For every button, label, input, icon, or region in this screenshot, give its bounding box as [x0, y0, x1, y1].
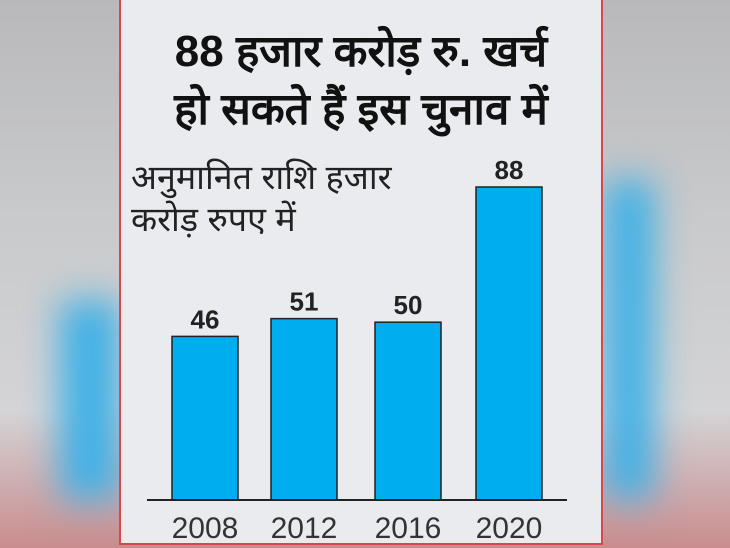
background-blur — [60, 300, 120, 500]
category-label: 2020 — [476, 512, 543, 545]
chart-panel: 88 हजार करोड़ रु. खर्च हो सकते हैं इस चु… — [119, 0, 603, 545]
value-label: 50 — [394, 290, 423, 320]
category-label: 2016 — [375, 512, 442, 545]
bar-2016 — [374, 321, 442, 501]
category-label: 2012 — [271, 512, 338, 545]
bar-2008 — [171, 335, 239, 501]
value-label: 51 — [290, 287, 319, 317]
bar-chart: 46 2008 51 2012 50 2016 88 2020 — [147, 155, 567, 545]
bar-2020 — [475, 186, 543, 501]
bar-2012 — [270, 317, 338, 501]
chart-title-line-2: हो सकते हैं इस चुनाव में — [174, 85, 548, 134]
chart-subtitle-line-2: करोड़ रुपए में — [131, 201, 296, 239]
chart-title-line-1: 88 हजार करोड़ रु. खर्च — [174, 27, 548, 76]
value-label: 46 — [191, 304, 220, 334]
chart-subtitle-line-1: अनुमानित राशि हजार — [131, 159, 392, 197]
value-label: 88 — [495, 155, 524, 185]
category-label: 2008 — [172, 512, 239, 545]
background-blur — [604, 180, 654, 500]
